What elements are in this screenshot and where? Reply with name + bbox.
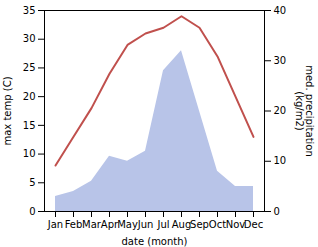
- svg-text:30: 30: [274, 55, 287, 66]
- svg-text:5: 5: [29, 177, 35, 188]
- svg-text:30: 30: [23, 33, 36, 44]
- svg-text:10: 10: [23, 148, 36, 159]
- svg-text:Oct: Oct: [209, 219, 226, 230]
- svg-text:Mar: Mar: [82, 219, 102, 230]
- svg-text:0: 0: [29, 206, 35, 217]
- svg-text:10: 10: [274, 155, 287, 166]
- svg-text:Nov: Nov: [226, 219, 246, 230]
- svg-text:Feb: Feb: [65, 219, 83, 230]
- svg-text:Jul: Jul: [156, 219, 169, 230]
- svg-text:date (month): date (month): [122, 236, 188, 247]
- svg-text:Jan: Jan: [47, 219, 63, 230]
- svg-text:40: 40: [274, 5, 287, 16]
- svg-text:Sep: Sep: [190, 219, 209, 230]
- svg-text:20: 20: [274, 105, 287, 116]
- svg-text:0: 0: [274, 206, 280, 217]
- svg-text:25: 25: [23, 62, 36, 73]
- svg-text:Jun: Jun: [137, 219, 154, 230]
- svg-text:Apr: Apr: [100, 218, 119, 230]
- svg-text:med. precipitation(kg/m2): med. precipitation(kg/m2): [294, 65, 315, 157]
- svg-text:Dec: Dec: [244, 219, 263, 230]
- svg-text:20: 20: [23, 91, 36, 102]
- svg-text:35: 35: [23, 5, 36, 16]
- svg-text:Aug: Aug: [172, 219, 192, 230]
- svg-text:May: May: [117, 219, 138, 230]
- svg-text:15: 15: [23, 120, 36, 131]
- svg-text:max temp (C): max temp (C): [2, 76, 13, 145]
